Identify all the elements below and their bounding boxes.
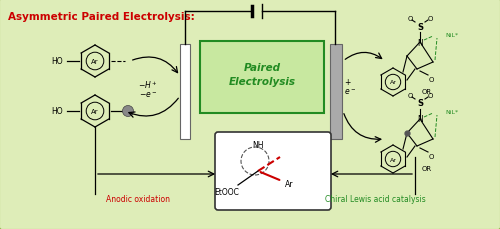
Text: $e^-$: $e^-$ bbox=[344, 87, 356, 96]
Text: Asymmetric Paired Electrolysis:: Asymmetric Paired Electrolysis: bbox=[8, 12, 195, 22]
Text: HO: HO bbox=[51, 57, 63, 66]
Text: Ar: Ar bbox=[91, 109, 99, 114]
Text: O: O bbox=[408, 16, 412, 22]
Text: N: N bbox=[417, 115, 423, 124]
Text: O: O bbox=[428, 93, 432, 98]
Text: HO: HO bbox=[51, 107, 63, 116]
Text: Ar: Ar bbox=[91, 59, 99, 65]
Text: OR: OR bbox=[422, 89, 432, 95]
Text: Chiral Lewis acid catalysis: Chiral Lewis acid catalysis bbox=[324, 195, 426, 204]
Text: O: O bbox=[428, 153, 434, 159]
Text: Anodic oxidation: Anodic oxidation bbox=[106, 195, 170, 204]
Text: EtOOC: EtOOC bbox=[214, 188, 240, 197]
Text: NiL*: NiL* bbox=[445, 109, 458, 114]
Circle shape bbox=[122, 106, 134, 117]
Text: O: O bbox=[408, 93, 412, 98]
Text: $-H^+$: $-H^+$ bbox=[138, 79, 158, 90]
FancyBboxPatch shape bbox=[215, 132, 331, 210]
FancyBboxPatch shape bbox=[200, 42, 324, 114]
FancyBboxPatch shape bbox=[180, 45, 190, 139]
Text: NH: NH bbox=[252, 141, 264, 150]
Text: Paired: Paired bbox=[244, 63, 281, 73]
Text: OR: OR bbox=[422, 165, 432, 171]
Text: S: S bbox=[417, 22, 423, 31]
Text: $+$: $+$ bbox=[344, 77, 352, 87]
Text: O: O bbox=[428, 77, 434, 83]
Text: N: N bbox=[417, 38, 423, 47]
Text: $-e^-$: $-e^-$ bbox=[138, 90, 158, 99]
Text: Ar: Ar bbox=[285, 180, 294, 189]
Text: Electrolysis: Electrolysis bbox=[228, 77, 296, 87]
Text: Ar: Ar bbox=[390, 80, 396, 85]
Text: NiL*: NiL* bbox=[445, 32, 458, 37]
FancyBboxPatch shape bbox=[330, 45, 342, 139]
Text: Ar: Ar bbox=[390, 157, 396, 162]
Text: O: O bbox=[428, 16, 432, 22]
Text: S: S bbox=[417, 99, 423, 108]
